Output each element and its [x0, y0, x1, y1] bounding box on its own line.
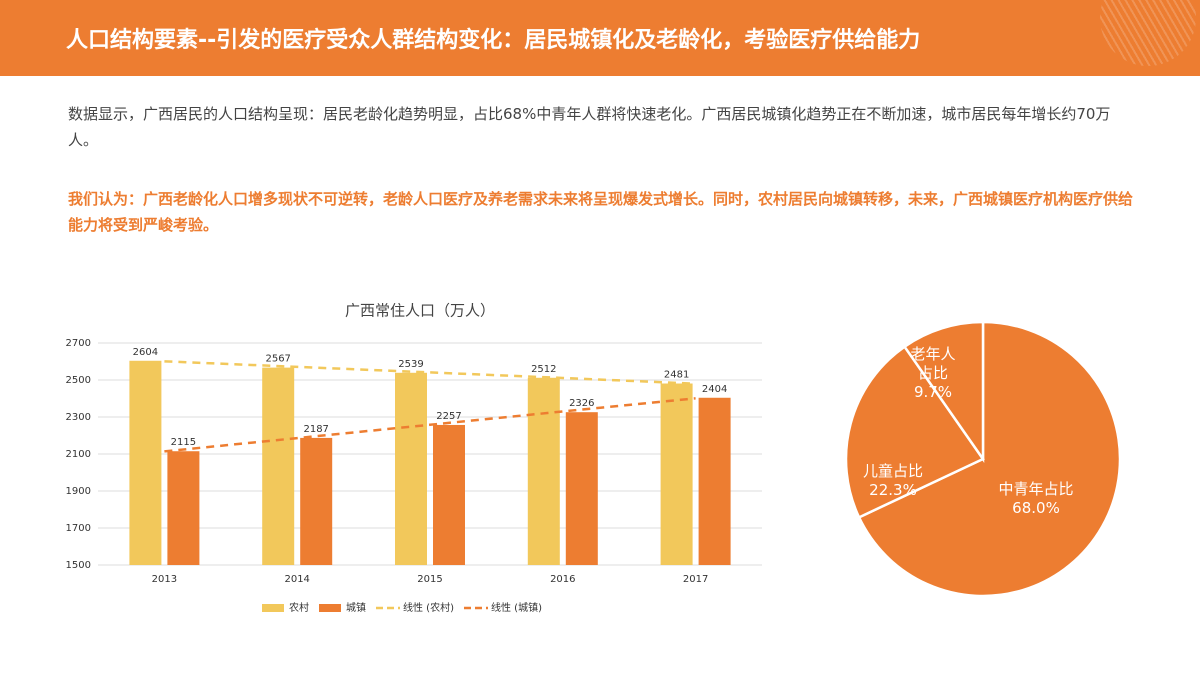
y-tick-label: 1900 — [66, 486, 91, 497]
pie-slice — [857, 320, 1122, 598]
header-bar: 人口结构要素--引发的医疗受众人群结构变化：居民城镇化及老龄化，考验医疗供给能力 — [0, 0, 1200, 76]
trend-line — [164, 360, 696, 385]
data-label: 2512 — [531, 364, 556, 375]
bar — [565, 412, 598, 565]
y-tick-label: 1700 — [66, 523, 91, 534]
y-tick-label: 2700 — [66, 338, 91, 349]
bar — [129, 360, 162, 565]
pie-category-label: 儿童占比 — [862, 462, 923, 480]
chart-title: 广西常住人口（万人） — [345, 302, 495, 320]
bar — [698, 397, 731, 565]
pie-value-label: 9.7% — [913, 383, 953, 401]
y-tick-label: 2100 — [66, 449, 91, 460]
bar — [262, 367, 295, 565]
trend-line — [164, 397, 696, 453]
pie-category-label: 老年人占比 — [910, 345, 956, 382]
data-label: 2567 — [265, 354, 290, 365]
x-tick-label: 2016 — [550, 574, 575, 585]
highlight-paragraph: 我们认为：广西老龄化人口增多现状不可逆转，老龄人口医疗及养老需求未来将呈现爆发式… — [68, 190, 1134, 234]
data-label: 2539 — [398, 359, 423, 370]
data-label: 2187 — [303, 424, 328, 435]
x-tick-label: 2017 — [683, 574, 708, 585]
legend-label: 农村 — [289, 601, 309, 614]
data-label: 2404 — [702, 384, 727, 395]
pie-slice — [902, 320, 985, 463]
bar — [660, 383, 693, 565]
pie-value-label: 22.3% — [869, 481, 917, 499]
legend-label: 线性 (城镇) — [491, 601, 542, 614]
legend-swatch — [262, 604, 284, 612]
data-label: 2481 — [664, 370, 689, 381]
bar — [395, 372, 427, 565]
pie-category-label: 中青年占比 — [998, 480, 1074, 498]
bar — [167, 451, 200, 565]
legend-swatch — [319, 604, 341, 612]
bar — [300, 437, 333, 565]
paragraph: 数据显示，广西居民的人口结构呈现：居民老龄化趋势明显，占比68%中青年人群将快速… — [68, 105, 1111, 149]
y-tick-label: 2500 — [66, 375, 91, 386]
slide-title: 人口结构要素--引发的医疗受众人群结构变化：居民城镇化及老龄化，考验医疗供给能力 — [66, 28, 921, 53]
x-tick-label: 2015 — [417, 574, 442, 585]
data-label: 2604 — [133, 347, 158, 358]
x-tick-label: 2013 — [152, 574, 177, 585]
legend-label: 城镇 — [346, 601, 366, 614]
y-tick-label: 1500 — [66, 560, 91, 571]
pie-value-label: 68.0% — [1012, 499, 1060, 517]
bar — [527, 377, 560, 565]
x-tick-label: 2014 — [284, 574, 309, 585]
y-tick-label: 2300 — [66, 412, 91, 423]
data-label: 2326 — [569, 398, 594, 409]
data-label: 2257 — [436, 411, 461, 422]
pie-slice — [844, 344, 985, 519]
legend-label: 线性 (农村) — [403, 601, 454, 614]
bar — [433, 424, 465, 565]
data-label: 2115 — [171, 437, 196, 448]
